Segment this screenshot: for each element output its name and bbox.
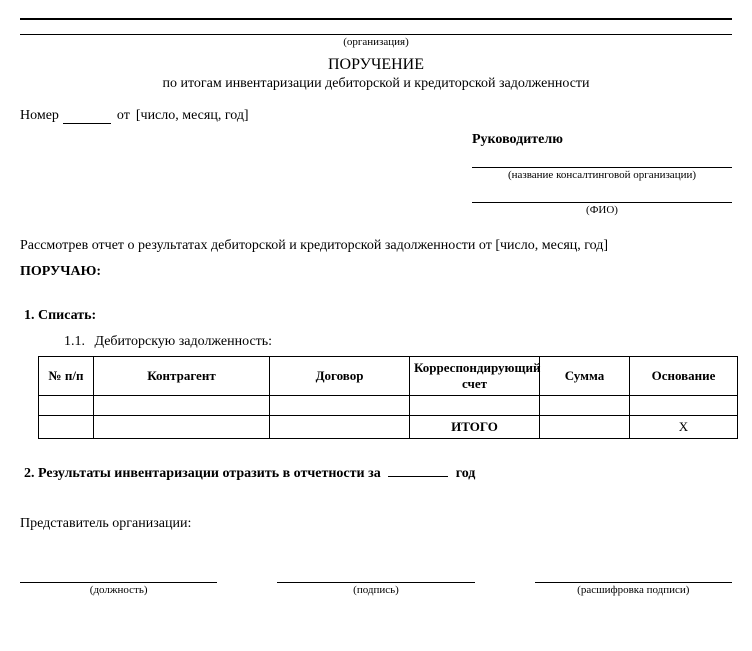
doc-subtitle: по итогам инвентаризации дебиторской и к… xyxy=(20,76,732,92)
th-sum: Сумма xyxy=(540,357,630,396)
fio-caption: (ФИО) xyxy=(472,204,732,216)
sig-caption-position: (должность) xyxy=(20,584,217,596)
x-cell: Х xyxy=(630,416,738,439)
doc-title: ПОРУЧЕНИЕ xyxy=(20,56,732,74)
date-placeholder: [число, месяц, год] xyxy=(136,108,249,124)
th-npp: № п/п xyxy=(39,357,94,396)
section-2-post: год xyxy=(456,466,476,481)
table-row xyxy=(39,396,738,416)
from-label: от xyxy=(117,108,130,124)
sig-caption-decipher: (расшифровка подписи) xyxy=(535,584,732,596)
representative-label: Представитель организации: xyxy=(20,516,732,532)
sig-line-sign xyxy=(277,582,474,583)
number-label: Номер xyxy=(20,108,59,124)
section-1-1-title: Дебиторскую задолженность: xyxy=(95,334,273,349)
sig-caption-sign: (подпись) xyxy=(277,584,474,596)
org-field-line xyxy=(20,21,732,35)
table-row-total: ИТОГО Х xyxy=(39,416,738,439)
org-top-border xyxy=(20,18,732,20)
section-1-title: Списать: xyxy=(38,308,96,323)
th-contract: Договор xyxy=(270,357,410,396)
number-blank xyxy=(63,110,111,124)
year-blank xyxy=(388,463,448,477)
addressee-label: Руководителю xyxy=(472,132,732,148)
th-counterparty: Контрагент xyxy=(94,357,270,396)
section-2-pre: Результаты инвентаризации отразить в отч… xyxy=(38,466,381,481)
itogo-cell: ИТОГО xyxy=(410,416,540,439)
th-basis: Основание xyxy=(630,357,738,396)
sig-line-position xyxy=(20,582,217,583)
consulting-caption: (название консалтинговой организации) xyxy=(472,169,732,181)
section-1-1-num: 1.1. xyxy=(64,334,85,349)
org-caption: (организация) xyxy=(20,36,732,48)
reviewed-date: [число, месяц, год] xyxy=(495,238,608,253)
debt-table: № п/п Контрагент Договор Корреспондирующ… xyxy=(38,356,738,439)
consulting-line xyxy=(472,154,732,168)
order-word: ПОРУЧАЮ: xyxy=(20,264,732,280)
fio-line xyxy=(472,189,732,203)
th-account: Корреспондирующий счет xyxy=(410,357,540,396)
signature-row: (должность) (подпись) (расшифровка подпи… xyxy=(20,582,732,596)
reviewed-text: Рассмотрев отчет о результатах дебиторск… xyxy=(20,238,495,253)
sig-line-decipher xyxy=(535,582,732,583)
table-header-row: № п/п Контрагент Договор Корреспондирующ… xyxy=(39,357,738,396)
